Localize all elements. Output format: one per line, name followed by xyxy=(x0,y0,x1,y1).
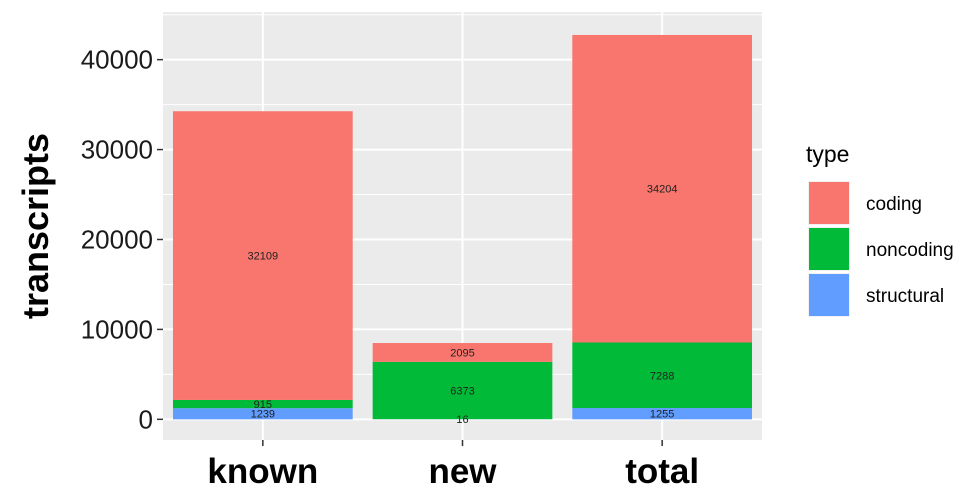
data-label-new-noncoding: 6373 xyxy=(450,386,474,398)
legend: type coding noncoding structural xyxy=(806,141,954,317)
bar-known-coding xyxy=(172,111,353,400)
data-label-known-noncoding: 915 xyxy=(254,399,272,411)
legend-title: type xyxy=(806,141,849,167)
y-tick-label: 40000 xyxy=(81,45,153,75)
bar-new-coding xyxy=(372,343,553,362)
y-axis-title: transcripts xyxy=(15,133,56,319)
legend-label-coding: coding xyxy=(866,194,922,215)
data-label-new-structural: 16 xyxy=(456,414,468,426)
bar-known-noncoding xyxy=(172,399,353,409)
legend-label-noncoding: noncoding xyxy=(866,240,954,261)
x-tick-label-total: total xyxy=(625,452,699,491)
data-label-known-coding: 32109 xyxy=(248,251,279,263)
bar-new-noncoding xyxy=(372,361,553,420)
legend-swatch-noncoding xyxy=(809,228,849,270)
data-label-known-structural: 1239 xyxy=(251,409,275,421)
legend-swatch-structural xyxy=(809,274,849,316)
data-label-total-structural: 1255 xyxy=(650,409,674,421)
x-axis: known new total xyxy=(207,440,699,491)
legend-swatch-coding xyxy=(809,182,849,224)
bar-total-noncoding xyxy=(572,342,753,409)
legend-label-structural: structural xyxy=(866,286,944,307)
bar-total-coding xyxy=(572,34,753,343)
x-tick-label-new: new xyxy=(428,452,497,491)
x-tick-label-known: known xyxy=(207,452,318,491)
data-label-new-coding: 2095 xyxy=(450,347,474,359)
bar-known-structural xyxy=(172,408,353,420)
y-axis: 0 10000 20000 30000 40000 xyxy=(81,45,163,434)
y-tick-label: 30000 xyxy=(81,135,153,165)
y-tick-label: 10000 xyxy=(81,314,153,344)
data-label-total-noncoding: 7288 xyxy=(650,370,674,382)
bar-total-structural xyxy=(572,408,753,420)
y-tick-label: 20000 xyxy=(81,224,153,254)
y-tick-label: 0 xyxy=(139,404,153,434)
bars xyxy=(172,34,753,420)
data-label-total-coding: 34204 xyxy=(647,184,678,196)
